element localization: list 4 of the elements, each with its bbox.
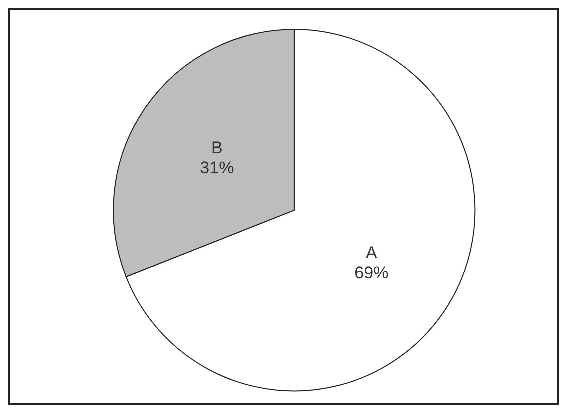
slice-label: A [366, 243, 378, 262]
slice-label: B [212, 138, 223, 158]
data-label: 69% [354, 263, 389, 282]
data-label: 31% [200, 158, 234, 178]
